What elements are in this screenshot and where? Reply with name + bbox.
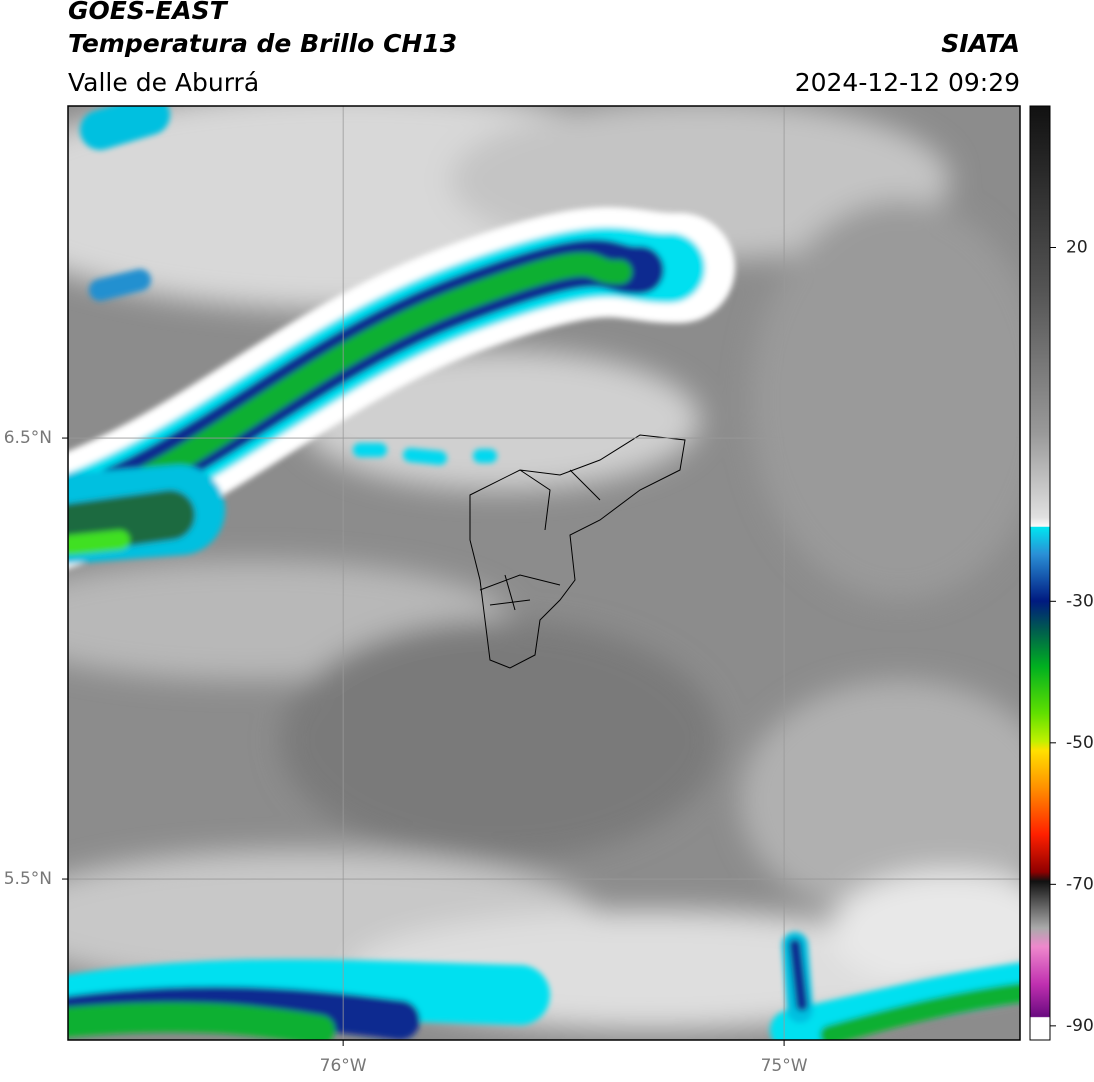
- graticule: [68, 106, 1020, 1040]
- timestamp: 2024-12-12 09:29: [795, 68, 1020, 97]
- lon-label: 76°W: [320, 1056, 367, 1076]
- colorbar-label: 20: [1066, 238, 1088, 258]
- satellite-image: [68, 106, 1020, 1040]
- colorbar-label: -70: [1066, 874, 1094, 894]
- lat-label: 6.5°N: [4, 428, 52, 448]
- title: GOES-EAST: [68, 0, 229, 25]
- region: Valle de Aburrá: [68, 68, 259, 97]
- colorbar-label: -90: [1066, 1016, 1094, 1036]
- lat-label: 5.5°N: [4, 869, 52, 889]
- lon-label: 75°W: [761, 1056, 808, 1076]
- map-frame: [67, 105, 1021, 1041]
- subtitle: Temperatura de Brillo CH13: [68, 29, 457, 58]
- source: SIATA: [941, 29, 1020, 58]
- colorbar-label: -50: [1066, 733, 1094, 753]
- colorbar-label: -30: [1066, 591, 1094, 611]
- colorbar: [1029, 105, 1051, 1041]
